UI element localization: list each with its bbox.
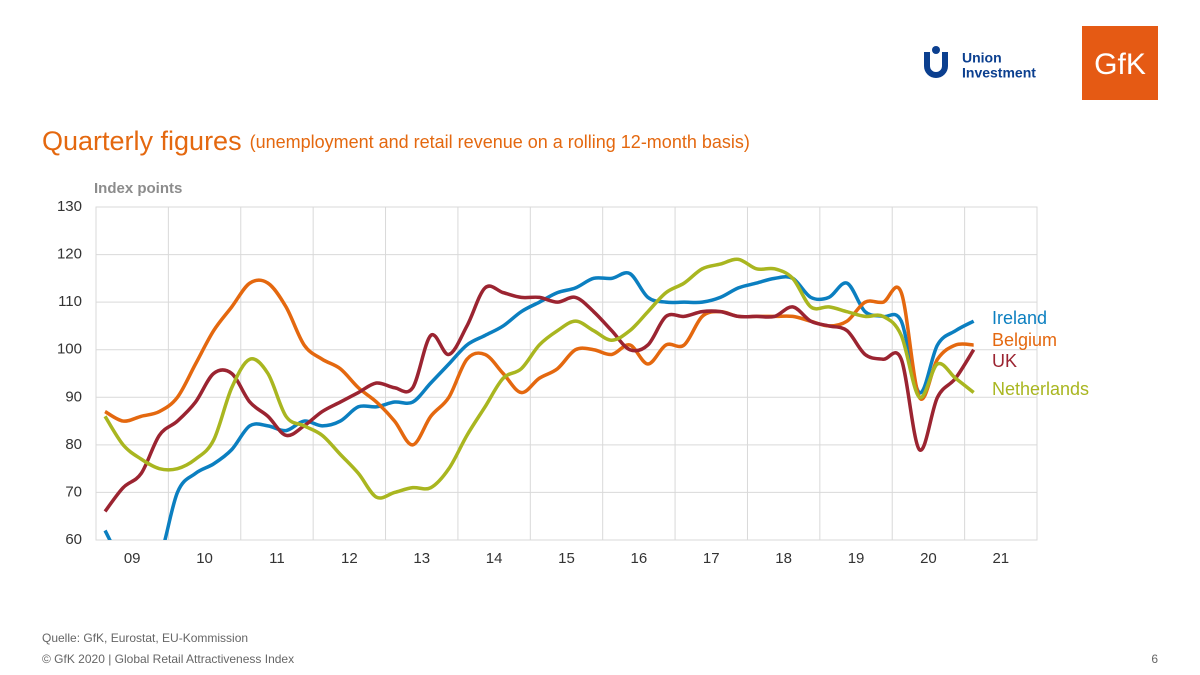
series-line [103,284,976,513]
source: Quelle: GfK, Eurostat, EU-Kommission [42,631,248,645]
x-tick-label: 12 [341,550,358,567]
x-tick-label: 16 [631,550,648,567]
series-line [104,278,974,447]
y-tick-label: 110 [58,293,82,310]
x-tick-label: 20 [920,550,937,567]
y-tick-label: 60 [65,531,82,548]
y-tick-label: 80 [65,436,82,453]
x-tick-label: 14 [486,550,503,567]
lines [103,257,976,540]
x-tick-label: 11 [269,550,285,567]
x-tick-label: 09 [124,550,141,567]
y-tick-label: 100 [57,341,82,358]
legend-label: UK [992,351,1017,371]
y-tick-label: 70 [65,483,82,500]
legend-label: Belgium [992,330,1057,350]
page-number: 6 [1151,652,1158,666]
x-tick-label: 15 [558,550,575,567]
y-tick-label: 120 [57,246,82,263]
gfk-logo-text: GfK [1094,48,1146,81]
x-tick-label: 10 [196,550,213,567]
x-tick-label: 21 [992,550,1009,567]
x-tick-label: 17 [703,550,720,567]
union-icon-dot [932,46,940,54]
union-logo-text: Union [962,50,1002,66]
subtitle: (unemployment and retail revenue on a ro… [250,132,750,152]
union-logo-text: Investment [962,65,1036,81]
legend-label: Netherlands [992,379,1089,399]
legend-label: Ireland [992,308,1047,328]
y-axis-label: Index points [94,180,182,197]
y-tick-label: 130 [57,198,82,215]
x-tick-label: 19 [848,550,865,567]
gfk-logo [1082,26,1158,100]
series-line [103,257,975,500]
union-icon [924,52,948,78]
title: Quarterly figures [42,126,242,156]
y-tick-label: 90 [65,388,82,405]
x-tick-label: 13 [413,550,430,567]
series-line [103,271,975,540]
copyright: © GfK 2020 | Global Retail Attractivenes… [42,652,294,666]
chart-title: Quarterly figures (unemployment and retai… [42,126,750,156]
union-logo: Union Investment [924,46,1036,81]
x-tick-label: 18 [775,550,792,567]
